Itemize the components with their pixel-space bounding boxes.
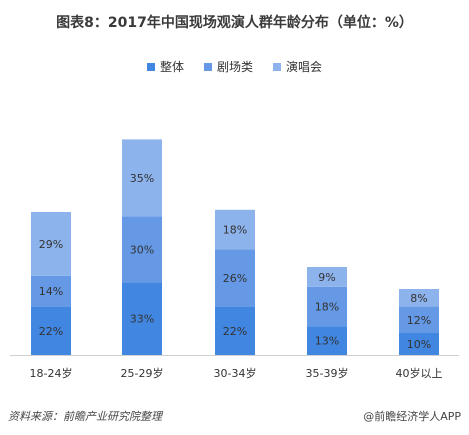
data-label-整体-25-29岁: 33% [130, 313, 154, 326]
x-tick-label-30-34岁: 30-34岁 [214, 366, 257, 380]
legend-label-concert: 演唱会 [286, 60, 323, 74]
bar-segment-整体-35-39岁 [307, 326, 347, 355]
data-label-整体-18-24岁: 22% [39, 325, 63, 338]
legend-swatch-theater [203, 62, 212, 71]
data-label-演唱会-40岁以上: 8% [410, 292, 427, 305]
bar-segment-整体-30-34岁 [215, 306, 255, 355]
data-label-演唱会-35-39岁: 9% [318, 271, 335, 284]
bar-segment-剧场类-18-24岁 [31, 275, 71, 307]
x-tick-label-40岁以上: 40岁以上 [396, 366, 443, 380]
legend-swatch-overall [146, 62, 155, 71]
data-label-整体-30-34岁: 22% [223, 325, 247, 338]
x-tick-label-18-24岁: 18-24岁 [30, 366, 73, 380]
bar-segment-演唱会-40岁以上 [399, 289, 439, 307]
bar-segment-剧场类-40岁以上 [399, 306, 439, 333]
bar-segment-整体-18-24岁 [31, 306, 71, 355]
x-tick-label-25-29岁: 25-29岁 [121, 366, 164, 380]
data-label-剧场类-30-34岁: 26% [223, 272, 247, 285]
data-label-剧场类-40岁以上: 12% [407, 314, 431, 327]
bar-segment-演唱会-18-24岁 [31, 212, 71, 276]
legend-item-overall: 整体 [146, 58, 184, 75]
bar-segment-演唱会-35-39岁 [307, 267, 347, 287]
chart-title: 图表8：2017年中国现场观演人群年龄分布（单位：%） [56, 15, 413, 31]
legend: 整体 剧场类 演唱会 [0, 58, 469, 75]
legend-swatch-concert [273, 62, 281, 71]
data-label-演唱会-25-29岁: 35% [130, 172, 154, 185]
data-label-剧场类-25-29岁: 30% [130, 243, 154, 256]
data-label-整体-35-39岁: 13% [315, 335, 339, 348]
legend-label-theater: 剧场类 [216, 60, 253, 74]
bar-segment-整体-25-29岁 [122, 282, 162, 355]
data-label-演唱会-30-34岁: 18% [223, 224, 247, 237]
bar-segment-演唱会-25-29岁 [122, 139, 162, 217]
legend-label-overall: 整体 [159, 60, 184, 74]
bar-segment-演唱会-30-34岁 [215, 209, 255, 250]
legend-item-concert: 演唱会 [273, 58, 322, 75]
x-tick-label-35-39岁: 35-39岁 [306, 366, 349, 380]
bar-segment-剧场类-35-39岁 [307, 286, 347, 327]
source-note: 资料来源：前瞻产业研究院整理 [8, 410, 162, 423]
bar-segment-剧场类-30-34岁 [215, 249, 255, 307]
legend-item-theater: 剧场类 [203, 58, 253, 75]
bar-segment-剧场类-25-29岁 [122, 216, 162, 283]
data-label-演唱会-18-24岁: 29% [39, 238, 63, 251]
data-label-剧场类-18-24岁: 14% [39, 285, 63, 298]
data-label-剧场类-35-39岁: 18% [315, 301, 339, 314]
bar-segment-整体-40岁以上 [399, 333, 439, 355]
data-label-整体-40岁以上: 10% [407, 338, 431, 351]
brand-credit: @前瞻经济学人APP [363, 410, 461, 423]
